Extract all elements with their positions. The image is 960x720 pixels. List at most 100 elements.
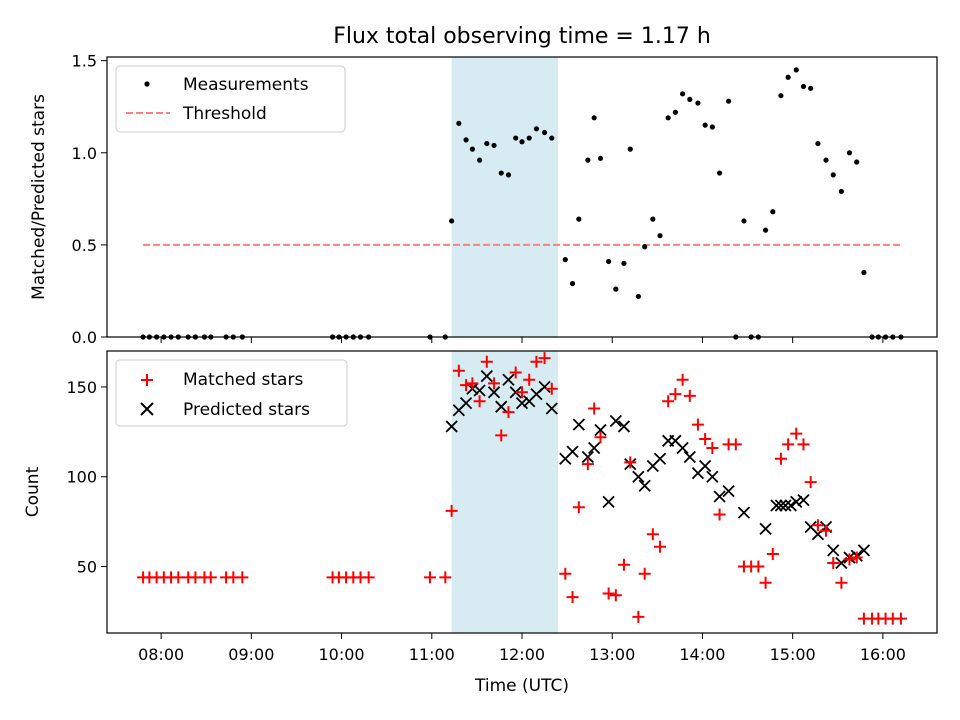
matched-star-point <box>523 373 536 386</box>
measurement-point <box>533 126 540 132</box>
measurement-point <box>830 172 836 178</box>
predicted-star-point <box>722 484 735 498</box>
measurement-point <box>770 209 776 215</box>
predicted-star-point <box>638 479 651 492</box>
measurement-point <box>808 85 814 91</box>
panel-counts: 50 100 150 08:00 09:00 10:00 11:00 12:00 13:00 1… <box>23 350 938 696</box>
matched-star-point <box>594 431 607 444</box>
measurement-point <box>672 109 678 115</box>
matched-star-point <box>466 377 479 390</box>
measurement-point <box>469 146 475 152</box>
measurement-point <box>762 227 769 233</box>
predicted-star-point <box>495 400 508 413</box>
predicted-star-point <box>774 499 788 512</box>
matched-star-point <box>713 508 726 521</box>
y-ticks-top: 0.0 0.5 1.0 1.5 <box>72 52 107 347</box>
predicted-star-point <box>770 499 783 512</box>
matched-star-point <box>638 567 651 580</box>
predicted-star-point <box>602 495 615 509</box>
observing-window-span <box>451 57 559 337</box>
predicted-star-point <box>683 450 696 464</box>
matched-star-point <box>766 547 779 560</box>
matched-star-point <box>204 571 217 584</box>
predicted-star-point <box>676 441 689 455</box>
matched-star-point <box>790 427 803 440</box>
matched-star-point <box>460 379 473 392</box>
matched-star-point <box>691 418 704 431</box>
predicted-star-point <box>588 441 601 455</box>
measurement-point <box>456 120 462 126</box>
matched-star-point <box>530 355 543 368</box>
measurement-point <box>484 140 490 147</box>
predicted-star-point <box>459 396 473 410</box>
legend-measurements-label: Measurements <box>183 75 309 95</box>
legend-predicted-marker <box>140 402 154 416</box>
matched-star-point <box>502 406 515 419</box>
matched-star-point <box>495 429 508 442</box>
legend-matched-marker <box>141 374 153 386</box>
matched-star-point <box>624 456 637 469</box>
predicted-star-point <box>653 452 667 465</box>
matched-star-point <box>572 501 585 514</box>
measurement-point <box>505 172 512 178</box>
matched-star-point <box>439 571 452 584</box>
measurements-layer <box>140 67 904 340</box>
matched-star-point <box>683 389 696 402</box>
measurement-point <box>597 155 604 161</box>
legend-matched-label: Matched stars <box>183 370 303 390</box>
measurement-point <box>838 188 844 195</box>
matched-star-point <box>545 382 558 395</box>
matched-star-point <box>609 589 622 602</box>
predicted-star-point <box>790 495 803 509</box>
legend-box-bottom <box>115 359 348 427</box>
matched-star-point <box>752 560 765 573</box>
predicted-star-point <box>581 450 594 464</box>
matched-star-point <box>662 395 675 408</box>
y-tick-label: 1.5 <box>72 52 97 71</box>
matched-star-point <box>820 524 833 537</box>
matched-star-point <box>699 433 712 446</box>
predicted-star-point <box>699 459 712 473</box>
x-tick-label: 15:00 <box>770 645 816 664</box>
measurement-point <box>549 135 555 141</box>
matched-star-point <box>782 438 795 451</box>
matched-star-point <box>423 571 436 584</box>
measurement-point <box>702 122 708 128</box>
matched-star-point <box>894 612 907 625</box>
predicted-star-point <box>566 445 579 458</box>
measurement-point <box>606 258 612 265</box>
measurement-point <box>861 269 867 276</box>
measurement-point <box>498 170 504 176</box>
legend-predicted-label: Predicted stars <box>183 400 310 420</box>
matched-star-point <box>676 373 689 386</box>
x-tick-label: 13:00 <box>589 645 635 664</box>
measurement-point <box>591 115 597 121</box>
predicted-star-point <box>594 423 607 437</box>
legend-box-top <box>115 65 346 133</box>
measurement-point <box>449 218 455 224</box>
matched-star-point <box>538 352 551 365</box>
matched-star-point <box>452 364 465 377</box>
measurement-point <box>585 157 591 163</box>
matched-star-point <box>706 441 719 454</box>
x-tick-label: 10:00 <box>319 645 365 664</box>
x-tick-label: 12:00 <box>499 645 545 664</box>
legend-threshold-label: Threshold <box>182 104 267 124</box>
matched-star-point <box>445 504 458 517</box>
matched-star-point <box>827 556 840 569</box>
matched-star-point <box>362 571 375 584</box>
legend-top: Measurements Threshold <box>115 65 346 133</box>
x-tick-label: 09:00 <box>228 645 274 664</box>
y-tick-label: 0.5 <box>72 236 97 255</box>
x-tick-label: 14:00 <box>679 645 725 664</box>
matched-star-point <box>654 540 667 553</box>
matched-star-point <box>797 438 810 451</box>
y-tick-label: 50 <box>77 558 97 577</box>
y-tick-label: 150 <box>66 378 97 397</box>
x-tick-label: 11:00 <box>409 645 455 664</box>
matched-star-point <box>566 591 579 604</box>
measurement-point <box>519 139 525 145</box>
predicted-stars-layer <box>445 370 871 570</box>
predicted-star-point <box>737 506 751 519</box>
measurement-point <box>513 135 519 141</box>
